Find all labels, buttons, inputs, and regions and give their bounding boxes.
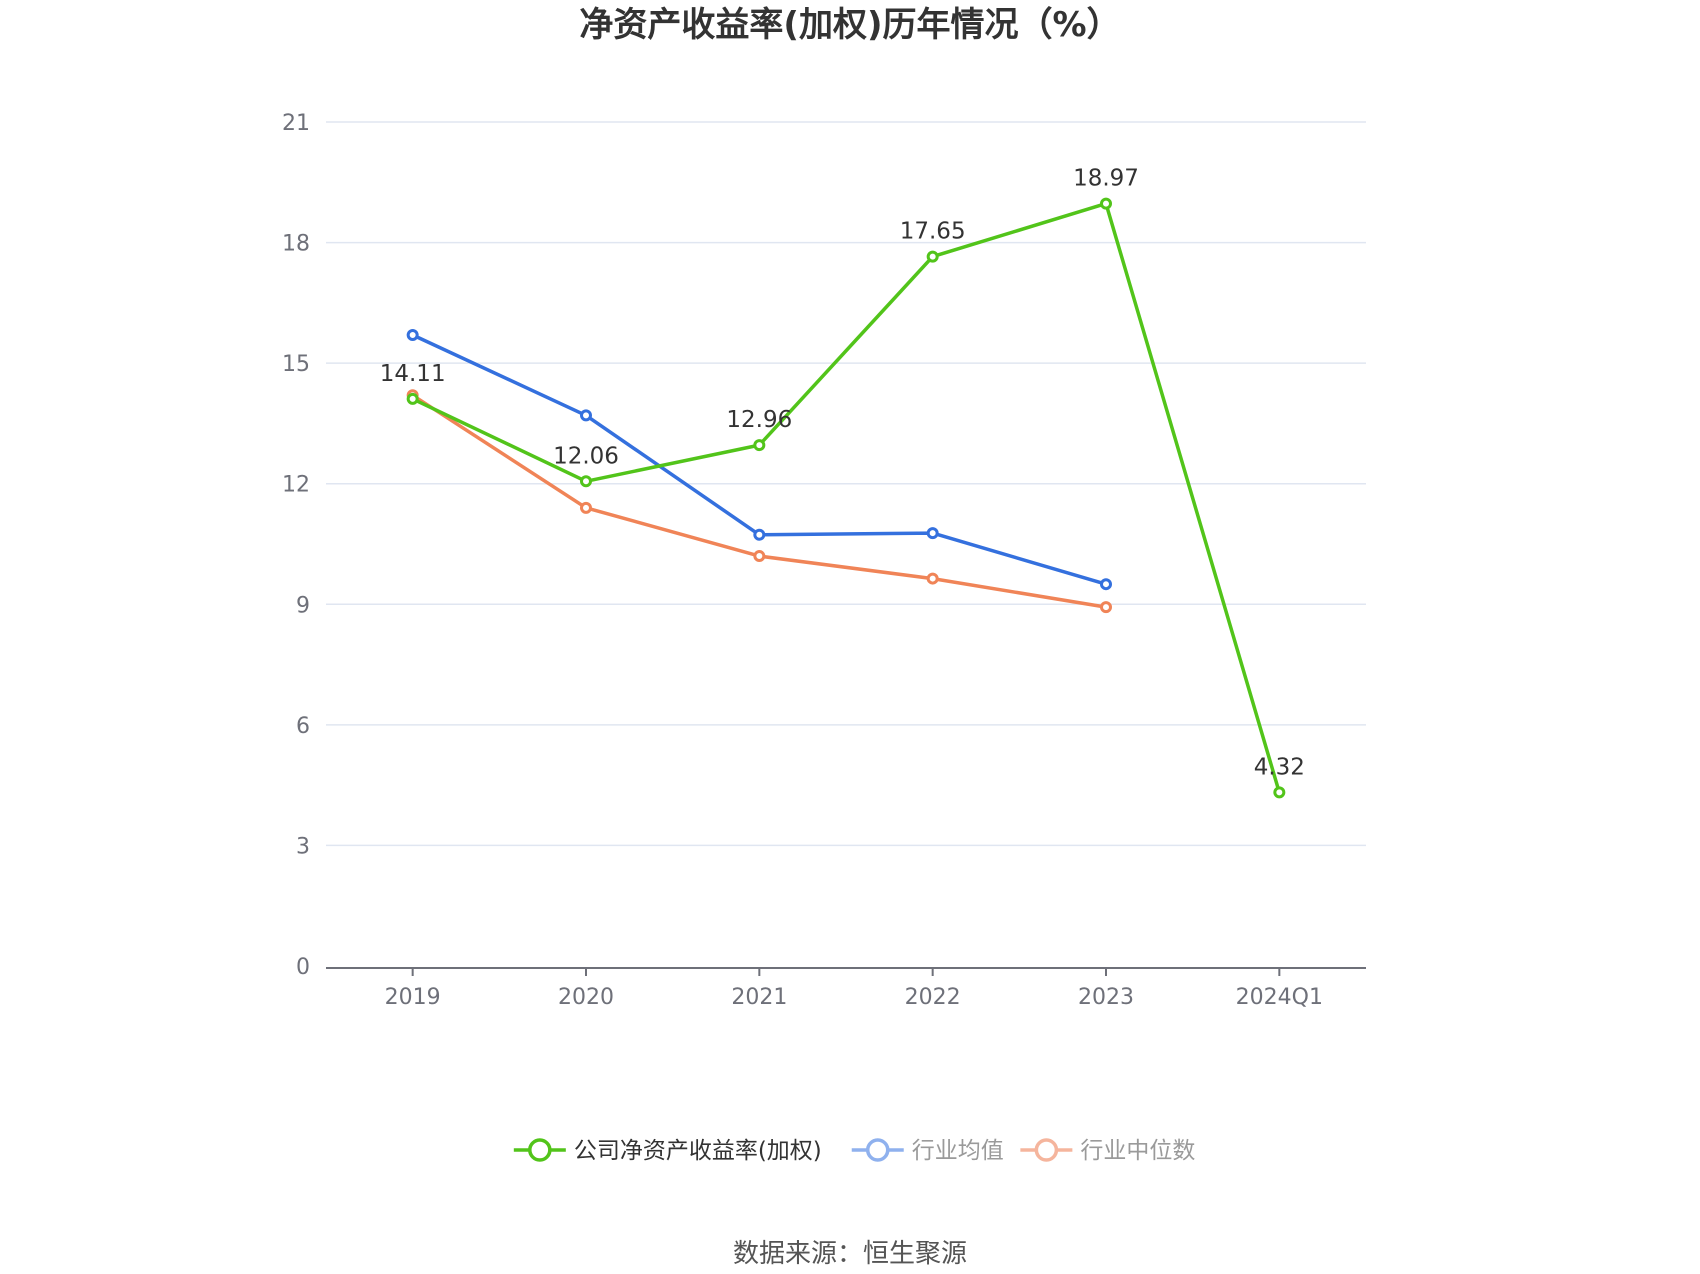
x-tick-label: 2019 [385,985,441,1010]
x-tick-label: 2024Q1 [1236,985,1323,1010]
data-point[interactable] [406,392,419,405]
data-label: 12.06 [553,443,619,469]
x-tick-label: 2023 [1078,985,1134,1010]
legend-item[interactable]: 公司净资产收益率(加权) [513,1138,822,1164]
legend-marker [1034,1138,1059,1162]
legend-label: 行业中位数 [1080,1138,1195,1164]
data-point[interactable] [580,409,592,422]
legend-marker [528,1138,552,1162]
y-tick-label: 3 [296,834,310,859]
data-point[interactable] [1100,197,1112,210]
data-point[interactable] [753,439,766,452]
legend-item[interactable]: 行业均值 [851,1138,1004,1164]
axes: 0 3 6 9 12 15 18 21 2019 2020 2021 2022 2023 2024Q1 [282,111,1366,1010]
data-point[interactable] [926,527,939,540]
legend-label: 行业均值 [912,1138,1004,1164]
data-point[interactable] [926,250,939,263]
y-tick-label: 18 [282,232,310,257]
legend: 公司净资产收益率(加权) 行业均值 行业中位数 [513,1138,1195,1164]
data-point[interactable] [753,528,766,541]
data-point[interactable] [1100,601,1112,614]
data-labels: 14.11 12.06 12.96 17.65 18.97 4.32 [380,166,1305,781]
data-point[interactable] [406,329,419,342]
data-label: 18.97 [1073,166,1139,192]
grid-lines [326,121,1366,847]
data-point[interactable] [580,501,592,514]
x-tick-label: 2020 [558,985,614,1010]
data-source: 数据来源：恒生聚源 [733,1239,967,1269]
y-tick-label: 12 [282,473,310,498]
chart-title: 净资产收益率(加权)历年情况（%） [579,5,1120,45]
y-tick-label: 9 [296,593,310,618]
y-tick-label: 21 [282,111,310,136]
legend-item[interactable]: 行业中位数 [1020,1138,1195,1164]
data-point[interactable] [1100,578,1112,591]
y-tick-label: 0 [296,955,310,980]
legend-label: 公司净资产收益率(加权) [574,1138,822,1164]
legend-marker [865,1138,890,1162]
y-tick-label: 15 [282,352,310,377]
x-tick-label: 2022 [905,985,961,1010]
x-tick-label: 2021 [731,985,787,1010]
y-tick-label: 6 [296,714,310,739]
data-label: 17.65 [900,219,966,245]
data-point[interactable] [753,550,766,563]
data-point[interactable] [580,475,592,488]
data-label: 12.96 [726,407,792,433]
data-point[interactable] [926,572,939,585]
data-label: 4.32 [1254,754,1305,780]
series-line-1 [410,333,1108,586]
data-point[interactable] [1273,786,1286,799]
series-line-0 [410,201,1282,795]
series-lines [406,197,1286,799]
data-label: 14.11 [380,361,446,387]
